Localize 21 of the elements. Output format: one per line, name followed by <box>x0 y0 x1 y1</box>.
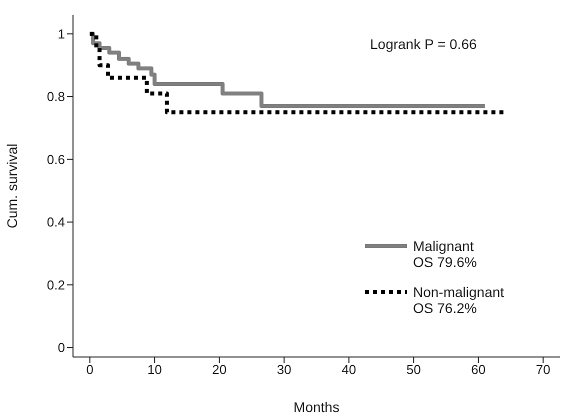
y-tick-label: 1 <box>58 26 65 42</box>
y-tick-label: 0.6 <box>46 152 65 167</box>
x-axis-title: Months <box>294 399 340 415</box>
x-tick-label: 30 <box>276 362 292 378</box>
x-tick-label: 40 <box>342 362 356 378</box>
x-tick-label: 0 <box>86 362 94 378</box>
annotation: OS 76.2% <box>413 300 478 316</box>
x-tick-label: 20 <box>212 362 227 378</box>
annotation: Logrank P = 0.66 <box>370 36 477 52</box>
y-tick-label: 0.4 <box>46 214 65 230</box>
y-tick-label: 0 <box>58 340 65 356</box>
x-tick-label: 10 <box>147 362 162 378</box>
x-tick-label: 50 <box>406 362 421 378</box>
x-tick-label: 60 <box>471 362 486 378</box>
y-axis-title: Cum. survival <box>4 144 20 228</box>
legend-label: Malignant <box>413 238 474 254</box>
legend-label: Non-malignant <box>413 284 504 300</box>
y-tick-label: 0.2 <box>46 277 65 292</box>
annotation: OS 79.6% <box>413 254 478 270</box>
y-tick-label: 0.8 <box>46 89 65 104</box>
x-tick-label: 70 <box>536 362 550 378</box>
